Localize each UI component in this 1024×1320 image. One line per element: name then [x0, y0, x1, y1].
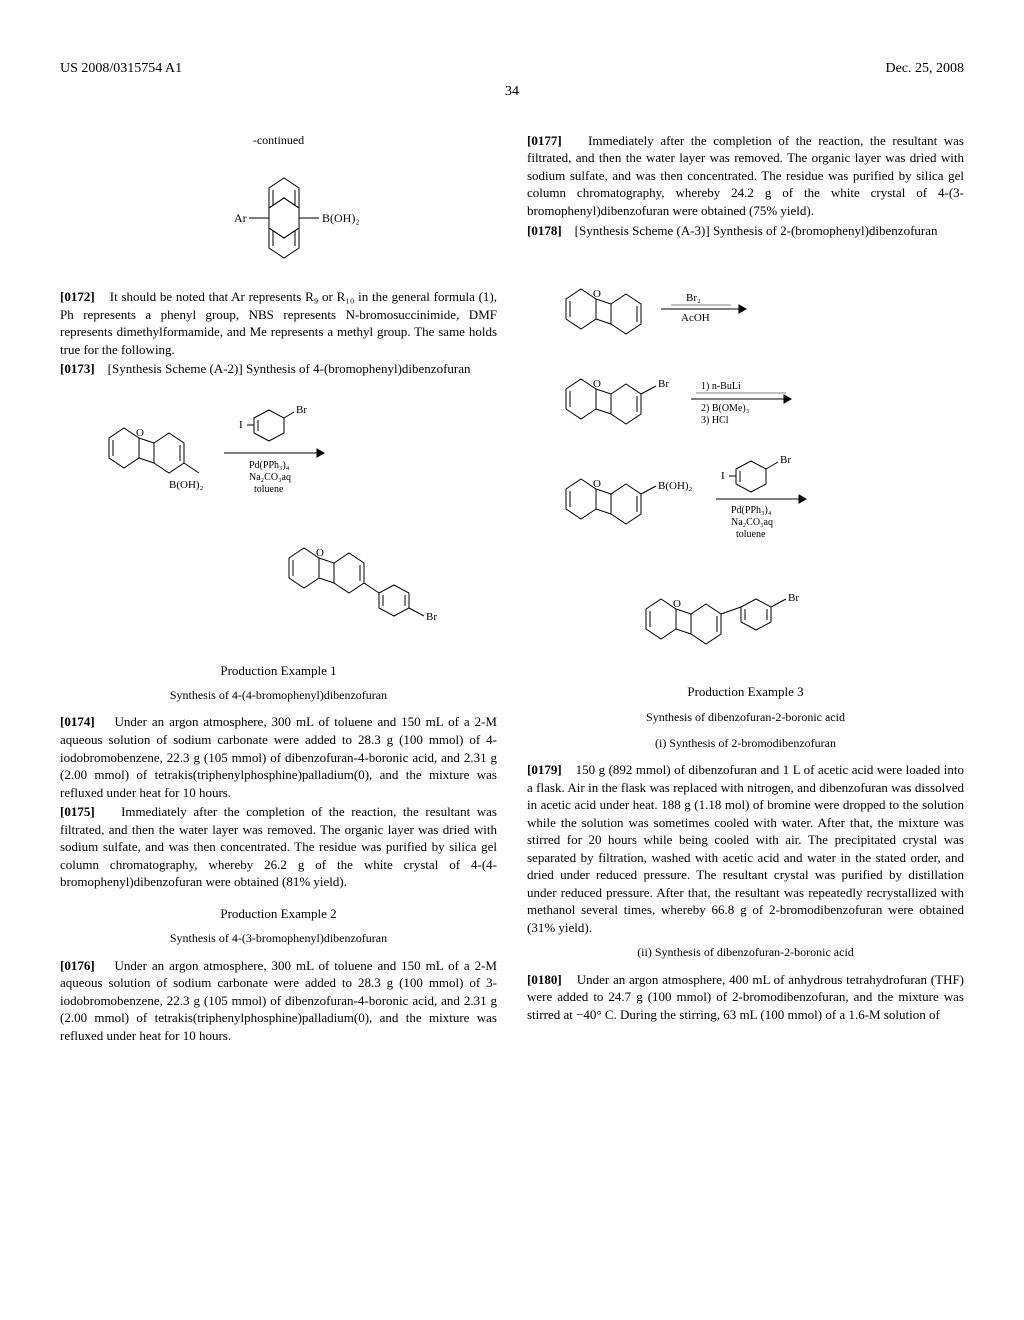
ex3-i: (i) Synthesis of 2-bromodibenzofuran [527, 735, 964, 751]
para-text: [Synthesis Scheme (A-2)] Synthesis of 4-… [108, 361, 471, 376]
para-0180: [0180] Under an argon atmosphere, 400 mL… [527, 971, 964, 1024]
para-text: [Synthesis Scheme (A-3)] Synthesis of 2-… [575, 223, 938, 238]
ex1-subtitle: Synthesis of 4-(4-bromophenyl)dibenzofur… [60, 687, 497, 703]
i-label: I [239, 419, 243, 431]
para-num: [0178] [527, 223, 562, 238]
ex3-ii: (ii) Synthesis of dibenzofuran-2-boronic… [527, 944, 964, 960]
tol-label: toluene [254, 484, 284, 495]
para-num: [0180] [527, 972, 562, 987]
step3-label: 3) HCl [701, 415, 729, 426]
br-label2: Br [426, 611, 437, 623]
br-prod: Br [788, 592, 799, 604]
header-left: US 2008/0315754 A1 [60, 60, 182, 79]
page-header: US 2008/0315754 A1 Dec. 25, 2008 [60, 60, 964, 79]
para-text: Under an argon atmosphere, 300 mL of tol… [60, 714, 497, 799]
scheme-anthracene: Ar B(OH)₂ [189, 158, 369, 278]
o-label: O [136, 427, 144, 439]
para-text: Immediately after the completion of the … [527, 133, 964, 218]
boh-label: B(OH)₂ [322, 211, 360, 225]
pd-s3: Pd(PPh₃)₄ [731, 505, 772, 516]
ex3-title: Production Example 3 [527, 683, 964, 701]
o-s1: O [593, 288, 601, 300]
para-0176: [0176] Under an argon atmosphere, 300 mL… [60, 957, 497, 1045]
br-label: Br [296, 404, 307, 416]
na-label: Na₂CO₃aq [249, 472, 291, 483]
para-0178: [0178] [Synthesis Scheme (A-3)] Synthesi… [527, 222, 964, 240]
para-text: Under an argon atmosphere, 300 mL of tol… [60, 958, 497, 1043]
o-s3: O [593, 478, 601, 490]
ar-label: Ar [234, 211, 247, 225]
step1-label: 1) n-BuLi [701, 381, 741, 392]
para-0179: [0179] 150 g (892 mmol) of dibenzofuran … [527, 761, 964, 936]
ex2-subtitle: Synthesis of 4-(3-bromophenyl)dibenzofur… [60, 930, 497, 946]
br-s2: Br [658, 378, 669, 390]
step2-label: 2) B(OMe)₃ [701, 403, 749, 414]
ex3-subtitle: Synthesis of dibenzofuran-2-boronic acid [527, 709, 964, 725]
para-num: [0177] [527, 133, 562, 148]
para-0172: [0172] It should be noted that Ar repres… [60, 288, 497, 358]
header-right: Dec. 25, 2008 [885, 60, 964, 79]
column-container: -continued Ar B(OH)₂ [0172] [60, 132, 964, 1047]
na-s3: Na₂CO₃aq [731, 517, 773, 528]
left-column: -continued Ar B(OH)₂ [0172] [60, 132, 497, 1047]
o-prod: O [673, 598, 681, 610]
pd-label: Pd(PPh₃)₄ [249, 460, 290, 471]
o-label2: O [316, 547, 324, 559]
right-column: [0177] Immediately after the completion … [527, 132, 964, 1047]
page-number: 34 [60, 83, 964, 102]
br2-label: Br₂ [686, 292, 701, 304]
para-num: [0176] [60, 958, 95, 973]
para-num: [0172] [60, 289, 95, 304]
para-num: [0175] [60, 804, 95, 819]
para-text: It should be noted that Ar represents R₉… [60, 289, 497, 357]
ex2-title: Production Example 2 [60, 905, 497, 923]
i-s3: I [721, 470, 725, 482]
para-text: Under an argon atmosphere, 400 mL of anh… [527, 972, 964, 1022]
para-num: [0179] [527, 762, 562, 777]
continued-label: -continued [60, 132, 497, 148]
scheme-a2: O B(OH)₂ I Br Pd(PPh₃)₄ Na₂CO₃aq toluene [79, 388, 479, 648]
boh-s3: B(OH)₂ [658, 480, 693, 492]
para-0174: [0174] Under an argon atmosphere, 300 mL… [60, 713, 497, 801]
br-s3: Br [780, 454, 791, 466]
para-num: [0174] [60, 714, 95, 729]
tol-s3: toluene [736, 529, 766, 540]
o-s2: O [593, 378, 601, 390]
para-num: [0173] [60, 361, 95, 376]
para-text: Immediately after the completion of the … [60, 804, 497, 889]
ex1-title: Production Example 1 [60, 662, 497, 680]
scheme-a3: O Br₂ AcOH O Br [536, 249, 956, 669]
para-0175: [0175] Immediately after the completion … [60, 803, 497, 891]
boh-label: B(OH)₂ [169, 479, 204, 491]
para-text: 150 g (892 mmol) of dibenzofuran and 1 L… [527, 762, 964, 935]
para-0177: [0177] Immediately after the completion … [527, 132, 964, 220]
para-0173: [0173] [Synthesis Scheme (A-2)] Synthesi… [60, 360, 497, 378]
acoh-label: AcOH [681, 312, 710, 324]
